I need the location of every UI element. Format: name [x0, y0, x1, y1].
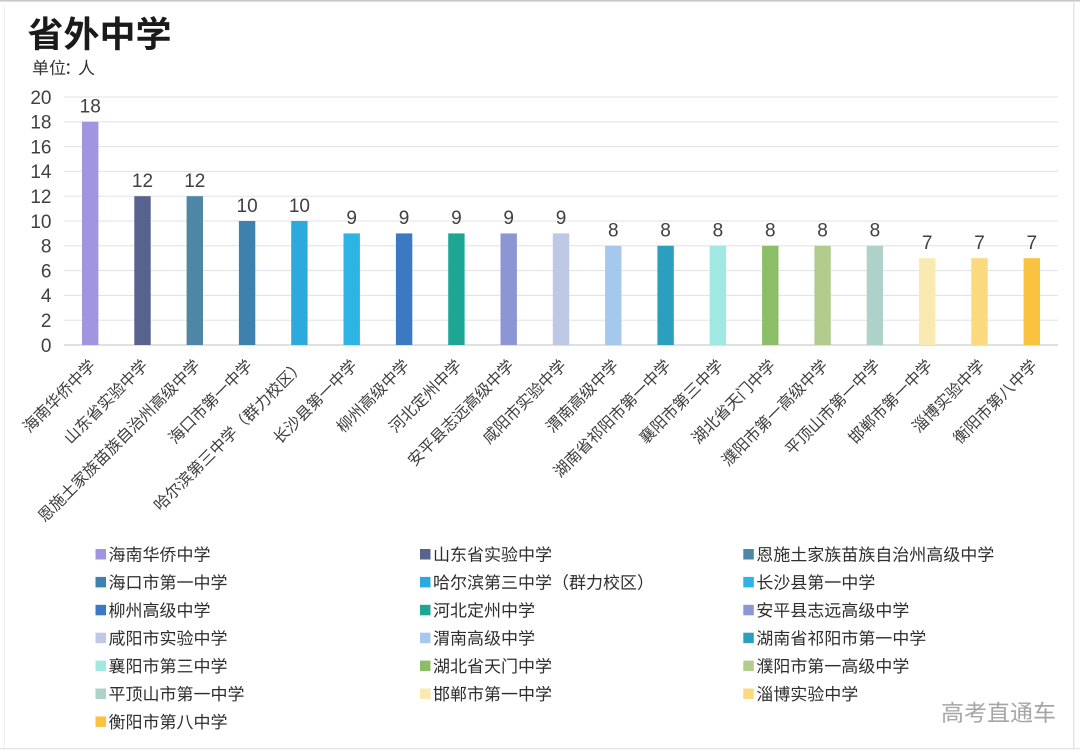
svg-text:20: 20: [30, 88, 51, 109]
svg-text:16: 16: [30, 137, 51, 158]
svg-text:9: 9: [399, 208, 410, 229]
svg-text:12: 12: [30, 187, 51, 208]
svg-text:0: 0: [41, 336, 52, 357]
svg-text:10: 10: [289, 196, 310, 217]
svg-text:2: 2: [41, 311, 52, 332]
svg-text:10: 10: [30, 212, 51, 233]
svg-text:9: 9: [556, 208, 567, 229]
svg-text:18: 18: [30, 113, 51, 134]
svg-text:9: 9: [503, 208, 514, 229]
svg-text:8: 8: [817, 221, 828, 242]
svg-text:8: 8: [713, 221, 724, 242]
svg-text:8: 8: [660, 221, 671, 242]
svg-text:14: 14: [30, 162, 52, 183]
svg-text:4: 4: [41, 286, 52, 307]
svg-text:8: 8: [870, 221, 881, 242]
svg-text:7: 7: [974, 233, 985, 254]
svg-text:12: 12: [132, 171, 153, 192]
svg-text:6: 6: [41, 261, 52, 282]
svg-text:8: 8: [608, 221, 619, 242]
svg-text:8: 8: [41, 237, 52, 258]
svg-text:18: 18: [80, 97, 101, 118]
svg-text:7: 7: [922, 233, 933, 254]
svg-text:9: 9: [451, 208, 462, 229]
svg-text:10: 10: [237, 196, 258, 217]
svg-text:8: 8: [765, 221, 776, 242]
svg-text:9: 9: [346, 208, 357, 229]
svg-text:12: 12: [184, 171, 205, 192]
svg-text:7: 7: [1027, 233, 1038, 254]
